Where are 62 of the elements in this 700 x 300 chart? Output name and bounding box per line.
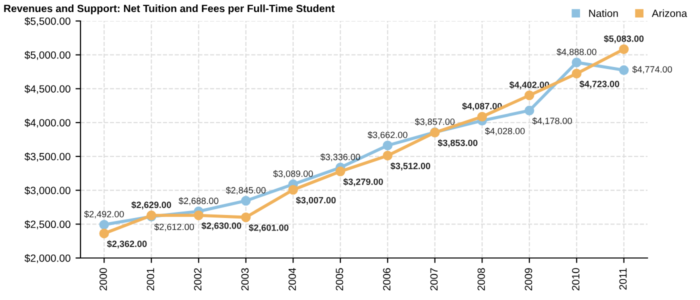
data-label: $2,612.00 — [154, 223, 194, 232]
point — [99, 220, 109, 230]
x-tick-label: 2008 — [478, 268, 485, 290]
data-label: $4,178.00 — [532, 117, 572, 126]
data-label: $3,662.00 — [368, 131, 408, 140]
point — [194, 210, 204, 220]
legend-label: Nation — [589, 9, 618, 18]
data-label: $3,279.00 — [343, 178, 383, 186]
data-label: $3,007.00 — [296, 196, 336, 205]
point — [572, 58, 582, 68]
y-tick-label: $2,000.00 — [24, 254, 70, 264]
point — [619, 44, 629, 54]
data-label: $2,492.00 — [84, 210, 124, 218]
data-label: $3,857.00 — [414, 118, 455, 126]
y-tick-label: $3,000.00 — [24, 186, 70, 196]
point — [524, 106, 534, 116]
y-tick-label: $4,000.00 — [24, 118, 70, 128]
x-tick-label: 2009 — [524, 268, 532, 290]
y-tick-label: $2,500.00 — [24, 220, 70, 230]
data-label: $2,630.00 — [202, 222, 242, 230]
data-label: $4,774.00 — [632, 66, 672, 74]
data-label: $4,888.00 — [556, 48, 596, 56]
data-label: $2,629.00 — [131, 201, 172, 210]
data-label: $4,087.00 — [462, 102, 502, 111]
x-tick-label: 2003 — [241, 268, 249, 290]
data-label: $3,853.00 — [438, 139, 478, 148]
legend-label: Arizona — [652, 9, 688, 18]
x-tick-label: 2005 — [336, 268, 344, 290]
point — [572, 68, 582, 78]
x-tick-label: 2004 — [288, 268, 296, 290]
x-tick-label: 2000 — [100, 268, 107, 290]
data-label: $4,028.00 — [485, 127, 525, 136]
point — [524, 90, 534, 100]
data-label: $2,688.00 — [178, 197, 218, 206]
y-tick-label: $3,500.00 — [24, 152, 70, 162]
data-label: $5,083.00 — [604, 35, 644, 44]
data-label: $3,512.00 — [390, 162, 430, 170]
y-tick-label: $5,500.00 — [24, 17, 70, 26]
data-label: $2,601.00 — [248, 224, 288, 232]
point — [99, 228, 109, 238]
point — [477, 112, 487, 122]
x-tick-label: 2007 — [430, 268, 438, 290]
y-tick-label: $5,000.00 — [24, 50, 70, 60]
data-label: $2,362.00 — [107, 240, 147, 248]
x-tick-label: 2006 — [383, 268, 390, 290]
x-tick-label: 2011 — [619, 268, 627, 290]
point — [336, 166, 346, 176]
point — [288, 184, 298, 195]
point — [241, 196, 251, 206]
chart-title: Revenues and Support: Net Tuition and Fees per Full-Time Student — [4, 4, 335, 14]
x-tick-label: 2002 — [194, 268, 202, 290]
y-tick-label: $4,500.00 — [24, 84, 70, 94]
x-tick-label: 2010 — [572, 268, 580, 290]
point — [619, 65, 629, 76]
data-label: $4,723.00 — [580, 80, 620, 88]
point — [382, 140, 392, 150]
point — [382, 150, 392, 160]
x-tick-label: 2001 — [146, 268, 154, 290]
data-label: $3,336.00 — [320, 153, 360, 162]
data-label: $2,845.00 — [226, 186, 266, 195]
point — [241, 212, 251, 222]
data-label: $3,089.00 — [273, 170, 313, 178]
